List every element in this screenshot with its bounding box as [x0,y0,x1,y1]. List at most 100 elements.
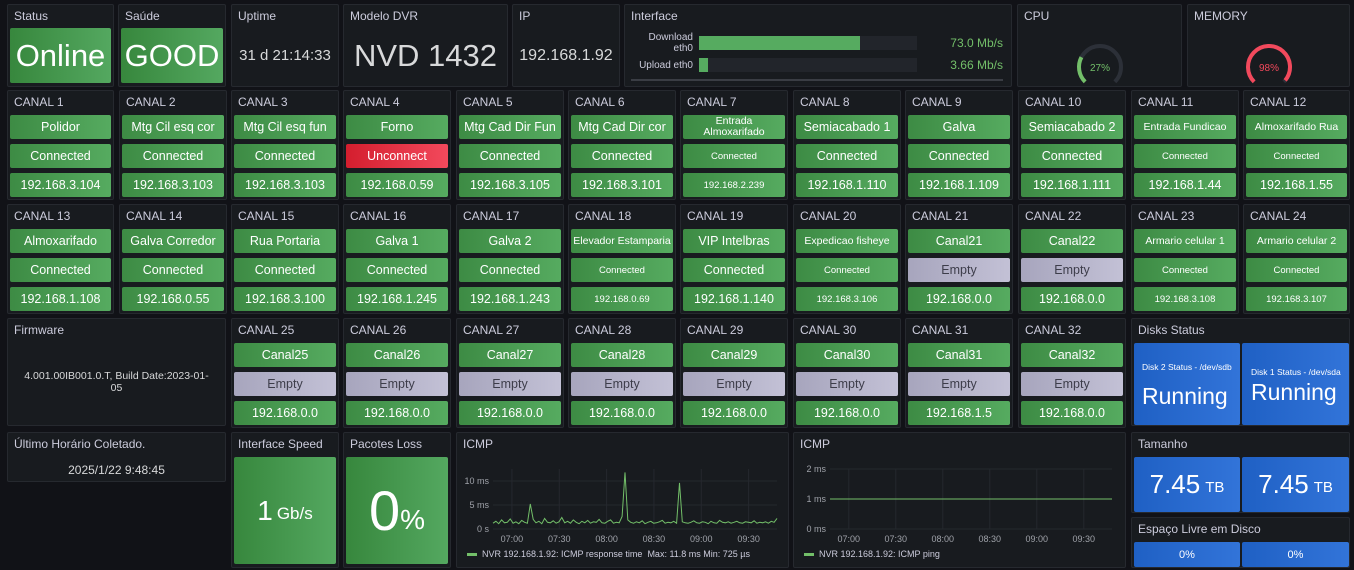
channel-panel: CANAL 23 Armario celular 1 Connected 192.16… [1131,204,1239,314]
chart-x-tick-label: 09:30 [1073,534,1096,544]
disk-value: Running [1142,383,1228,409]
channel-panel: CANAL 16 Galva 1 Connected 192.168.1.245 [343,204,451,314]
channel-name: Canal21 [908,229,1010,253]
iface-value: 73.0 Mb/s [950,36,1003,50]
panel-title: Interface Speed [238,437,323,451]
channel-panel: CANAL 9 Galva Connected 192.168.1.109 [905,90,1013,200]
channel-panel: CANAL 22 Canal22 Empty 192.168.0.0 [1018,204,1126,314]
channel-title: CANAL 30 [800,323,857,337]
channel-status: Connected [1134,144,1236,168]
tamanho-tile: 7.45 TB [1242,457,1349,512]
chart-x-tick-label: 09:00 [1026,534,1049,544]
channel-panel: CANAL 19 VIP Intelbras Connected 192.168.1.… [680,204,788,314]
channel-status: Empty [1021,258,1123,282]
channel-title: CANAL 27 [463,323,520,337]
channel-status: Connected [10,258,111,282]
chart-series-line [492,472,778,525]
channel-ip: 192.168.0.0 [683,401,785,425]
interface-panel: Interface Download eth0 73.0 Mb/s Upload… [624,4,1012,87]
channel-title: CANAL 16 [350,209,407,223]
channel-panel: CANAL 5 Mtg Cad Dir Fun Connected 192.168.3… [456,90,564,200]
channel-title: CANAL 1 [14,95,64,109]
espaco-panel: Espaço Livre em Disco 0% 0% [1131,517,1350,568]
status-value: Online [10,28,111,83]
channel-ip: 192.168.3.100 [234,287,336,311]
channel-status: Empty [234,372,336,396]
channel-status: Connected [122,144,224,168]
channel-panel: CANAL 14 Galva Corredor Connected 192.168.0… [119,204,227,314]
channel-name: VIP Intelbras [683,229,785,253]
channel-name: Mtg Cad Dir Fun [459,115,561,139]
pacotes-value: 0 % [346,457,448,564]
disk-status-tile: Disk 2 Status - /dev/sdb Running [1134,343,1240,425]
channel-ip: 192.168.1.55 [1246,173,1347,197]
channel-ip: 192.168.0.0 [459,401,561,425]
channel-panel: CANAL 20 Expedicao fisheye Connected 192.16… [793,204,901,314]
channel-status: Empty [683,372,785,396]
channel-title: CANAL 21 [912,209,969,223]
panel-title: Pacotes Loss [350,437,423,451]
channel-panel: CANAL 28 Canal28 Empty 192.168.0.0 [568,318,676,428]
channel-name: Canal27 [459,343,561,367]
channel-panel: CANAL 6 Mtg Cad Dir cor Connected 192.168.3… [568,90,676,200]
channel-name: Canal32 [1021,343,1123,367]
channel-ip: 192.168.1.140 [683,287,785,311]
channel-status: Empty [571,372,673,396]
channel-panel: CANAL 3 Mtg Cil esq fun Connected 192.168.3… [231,90,339,200]
gauge-fill [1077,56,1087,84]
channel-status: Connected [459,144,561,168]
channel-name: Canal31 [908,343,1010,367]
channel-title: CANAL 24 [1250,209,1307,223]
firmware-panel: Firmware 4.001.00IB001.0.T, Build Date:2… [7,318,226,426]
channel-status: Unconnect [346,144,448,168]
channel-title: CANAL 3 [238,95,288,109]
channel-panel: CANAL 11 Entrada Fundicao Connected 192.168… [1131,90,1239,200]
channel-name: Galva [908,115,1010,139]
channel-panel: CANAL 30 Canal30 Empty 192.168.0.0 [793,318,901,428]
channel-status: Connected [683,144,785,168]
channel-title: CANAL 17 [463,209,520,223]
channel-status: Connected [10,144,111,168]
channel-name: Semiacabado 1 [796,115,898,139]
channel-status: Empty [796,372,898,396]
chart-x-tick-label: 08:30 [979,534,1002,544]
channel-ip: 192.168.0.0 [346,401,448,425]
channel-name: Polidor [10,115,111,139]
channel-title: CANAL 4 [350,95,400,109]
channel-ip: 192.168.3.103 [234,173,336,197]
channel-status: Empty [459,372,561,396]
saude-value: GOOD [121,28,223,83]
saude-panel: Saúde GOOD [118,4,226,87]
espaco-tile: 0% [1242,542,1349,567]
channel-name: Armario celular 1 [1134,229,1236,253]
channel-title: CANAL 25 [238,323,295,337]
channel-panel: CANAL 26 Canal26 Empty 192.168.0.0 [343,318,451,428]
chart-x-tick-label: 09:00 [690,534,713,544]
channel-panel: CANAL 21 Canal21 Empty 192.168.0.0 [905,204,1013,314]
channel-status: Connected [459,258,561,282]
channel-panel: CANAL 25 Canal25 Empty 192.168.0.0 [231,318,339,428]
chart-legend: NVR 192.168.1.92: ICMP ping [804,549,940,559]
channel-status: Connected [1134,258,1236,282]
tamanho-number: 7.45 [1258,469,1309,499]
disk-label: Disk 2 Status - /dev/sdb [1142,362,1232,372]
chart-y-tick-label: 5 ms [469,500,489,510]
channel-name: Almoxarifado [10,229,111,253]
channel-title: CANAL 10 [1025,95,1082,109]
chart-x-tick-label: 08:00 [932,534,955,544]
channel-panel: CANAL 4 Forno Unconnect 192.168.0.59 [343,90,451,200]
channel-status: Empty [908,372,1010,396]
memory-gauge: 98% [1246,44,1292,84]
channel-ip: 192.168.3.108 [1134,287,1236,311]
legend-series-name: NVR 192.168.1.92: ICMP ping [819,549,940,559]
legend-stats: Max: 11.8 ms Min: 725 µs [647,549,750,559]
channel-title: CANAL 15 [238,209,295,223]
channel-ip: 192.168.3.103 [122,173,224,197]
channel-title: CANAL 8 [800,95,850,109]
channel-title: CANAL 29 [687,323,744,337]
channel-status: Connected [571,258,673,282]
channel-panel: CANAL 8 Semiacabado 1 Connected 192.168.1.1… [793,90,901,200]
ip-panel: IP 192.168.1.92 [512,4,620,87]
legend-series-name: NVR 192.168.1.92: ICMP response time [482,549,643,559]
channel-panel: CANAL 32 Canal32 Empty 192.168.0.0 [1018,318,1126,428]
